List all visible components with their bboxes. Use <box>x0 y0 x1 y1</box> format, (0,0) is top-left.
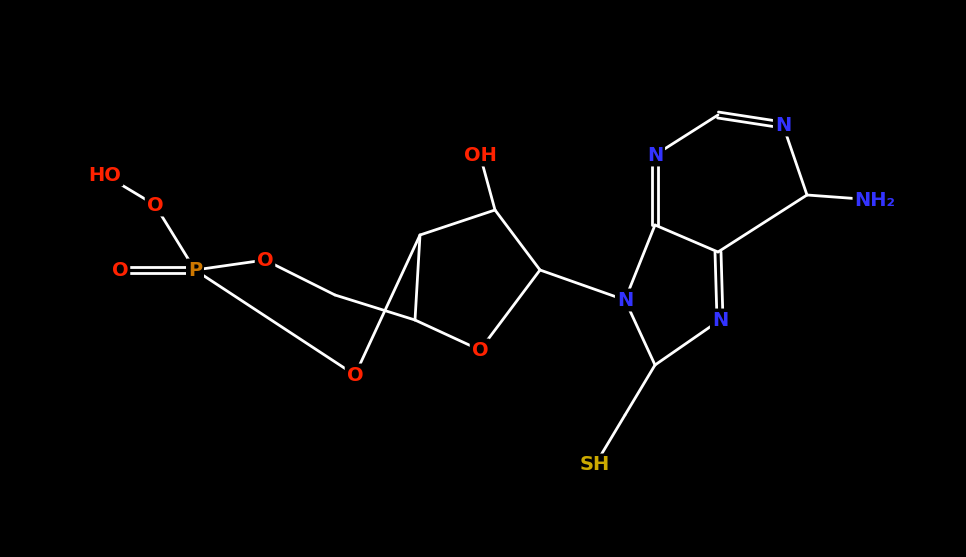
Text: N: N <box>775 115 791 134</box>
Text: NH₂: NH₂ <box>855 190 895 209</box>
Text: O: O <box>147 196 163 214</box>
Text: O: O <box>471 340 488 359</box>
Text: P: P <box>188 261 202 280</box>
Text: O: O <box>257 251 273 270</box>
Text: N: N <box>647 145 663 164</box>
Text: N: N <box>617 291 633 310</box>
Text: OH: OH <box>464 145 497 164</box>
Text: N: N <box>712 310 728 330</box>
Text: HO: HO <box>89 165 122 184</box>
Text: SH: SH <box>580 456 611 475</box>
Text: O: O <box>347 365 363 384</box>
Text: O: O <box>112 261 128 280</box>
